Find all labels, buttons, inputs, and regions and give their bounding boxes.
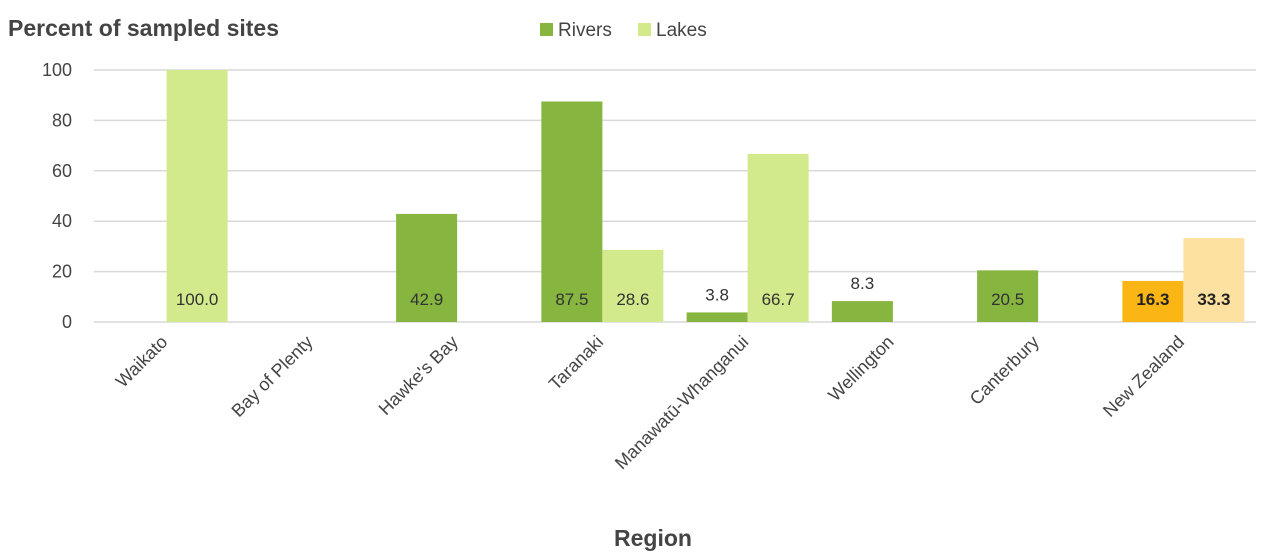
category-label: New Zealand: [1099, 332, 1188, 421]
legend-swatch-rivers: [540, 23, 553, 36]
legend-label-rivers: Rivers: [558, 20, 612, 41]
data-label: 16.3: [1136, 290, 1169, 309]
data-label: 66.7: [762, 290, 795, 309]
y-axis-title: Percent of sampled sites: [8, 15, 279, 41]
data-label: 100.0: [176, 290, 219, 309]
bar-rivers: [1122, 280, 1184, 322]
bar-rivers: [977, 270, 1039, 322]
legend: Rivers Lakes: [540, 20, 707, 41]
data-labels: 100.0 42.9 87.5 28.6 3.8 66.7 8.3 20.5 16.3 33.3: [176, 274, 1231, 309]
category-label: Waikato: [112, 332, 172, 392]
y-tick-label: 80: [52, 110, 72, 130]
bar-rivers: [831, 301, 893, 322]
category-label: Hawke's Bay: [375, 332, 462, 419]
data-label: 33.3: [1197, 290, 1230, 309]
bar-rivers: [686, 312, 748, 322]
data-label: 28.6: [616, 290, 649, 309]
bar-lakes: [602, 249, 664, 322]
y-axis-ticks: 0 20 40 60 80 100: [42, 60, 72, 332]
bar-lakes: [166, 70, 228, 322]
bar-lakes: [747, 153, 809, 322]
x-axis-title: Region: [614, 525, 692, 551]
legend-swatch-lakes: [638, 23, 651, 36]
y-tick-label: 100: [42, 60, 72, 80]
y-tick-label: 20: [52, 262, 72, 282]
data-label: 3.8: [705, 285, 729, 304]
bar-rivers: [396, 213, 458, 322]
y-tick-label: 40: [52, 211, 72, 231]
bar-lakes: [1183, 238, 1245, 322]
category-label: Bay of Plenty: [228, 332, 317, 421]
y-tick-label: 0: [62, 312, 72, 332]
data-label: 8.3: [851, 274, 875, 293]
gridlines: [94, 69, 1256, 323]
data-label: 20.5: [991, 290, 1024, 309]
category-label: Taranaki: [545, 332, 607, 394]
category-labels: Waikato Bay of Plenty Hawke's Bay Taranaki M…: [112, 332, 1188, 473]
legend-label-lakes: Lakes: [656, 20, 707, 41]
bars: [166, 70, 1245, 322]
category-label: Manawatū-Whanganui: [611, 332, 752, 473]
category-label: Canterbury: [966, 332, 1043, 409]
y-tick-label: 60: [52, 161, 72, 181]
bar-rivers: [541, 101, 603, 322]
data-label: 42.9: [410, 290, 443, 309]
category-label: Wellington: [824, 332, 897, 405]
data-label: 87.5: [555, 290, 588, 309]
